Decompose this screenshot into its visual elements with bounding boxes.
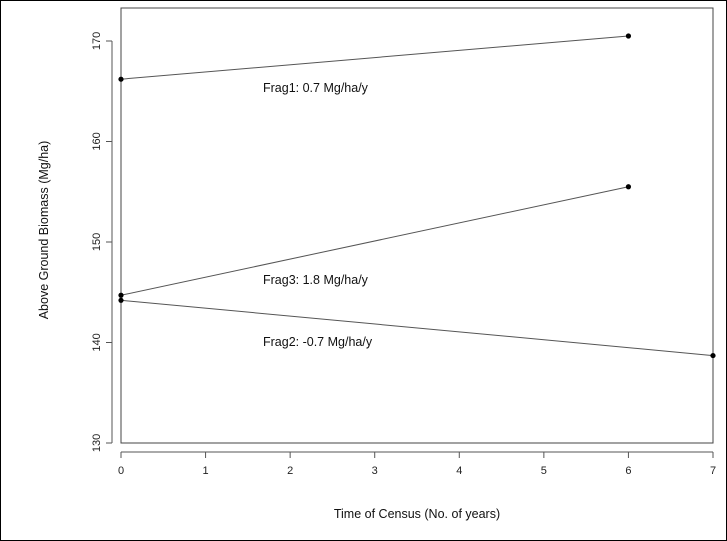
data-point (625, 33, 632, 39)
y-tick-label: 150 (91, 233, 103, 251)
y-tick-label: 160 (91, 132, 103, 150)
x-tick-label: 0 (118, 465, 124, 477)
series-annotation: Frag3: 1.8 Mg/ha/y (263, 273, 369, 287)
annotation-layer: Frag1: 0.7 Mg/ha/y Frag2: -0.7 Mg/ha/y Fra… (263, 81, 373, 349)
data-point (118, 292, 124, 298)
series-line-frag3 (120, 186, 629, 296)
data-point (710, 352, 716, 359)
x-tick-label: 6 (625, 465, 631, 477)
x-axis: 0 1 2 3 4 5 6 7 (118, 451, 716, 477)
x-tick-label: 5 (541, 465, 547, 477)
x-tick-label: 7 (710, 465, 716, 477)
series-layer (118, 33, 716, 359)
x-tick-label: 3 (372, 465, 378, 477)
x-axis-title: Time of Census (No. of years) (334, 507, 500, 521)
data-point (118, 297, 124, 303)
y-tick-label: 130 (91, 434, 103, 452)
x-tick-label: 2 (287, 465, 293, 477)
plot-box (120, 7, 714, 444)
series-line-frag1 (120, 35, 629, 80)
y-axis: 130 140 150 160 170 (91, 32, 113, 452)
data-point (625, 184, 632, 190)
series-line-frag2 (120, 299, 714, 357)
data-point (118, 76, 124, 82)
x-tick-label: 4 (456, 465, 462, 477)
x-tick-label: 1 (203, 465, 209, 477)
y-axis-title: Above Ground Biomass (Mg/ha) (37, 141, 51, 320)
series-annotation: Frag1: 0.7 Mg/ha/y (263, 81, 369, 95)
series-annotation: Frag2: -0.7 Mg/ha/y (263, 335, 373, 349)
y-tick-label: 170 (91, 32, 103, 50)
y-tick-label: 140 (91, 333, 103, 351)
